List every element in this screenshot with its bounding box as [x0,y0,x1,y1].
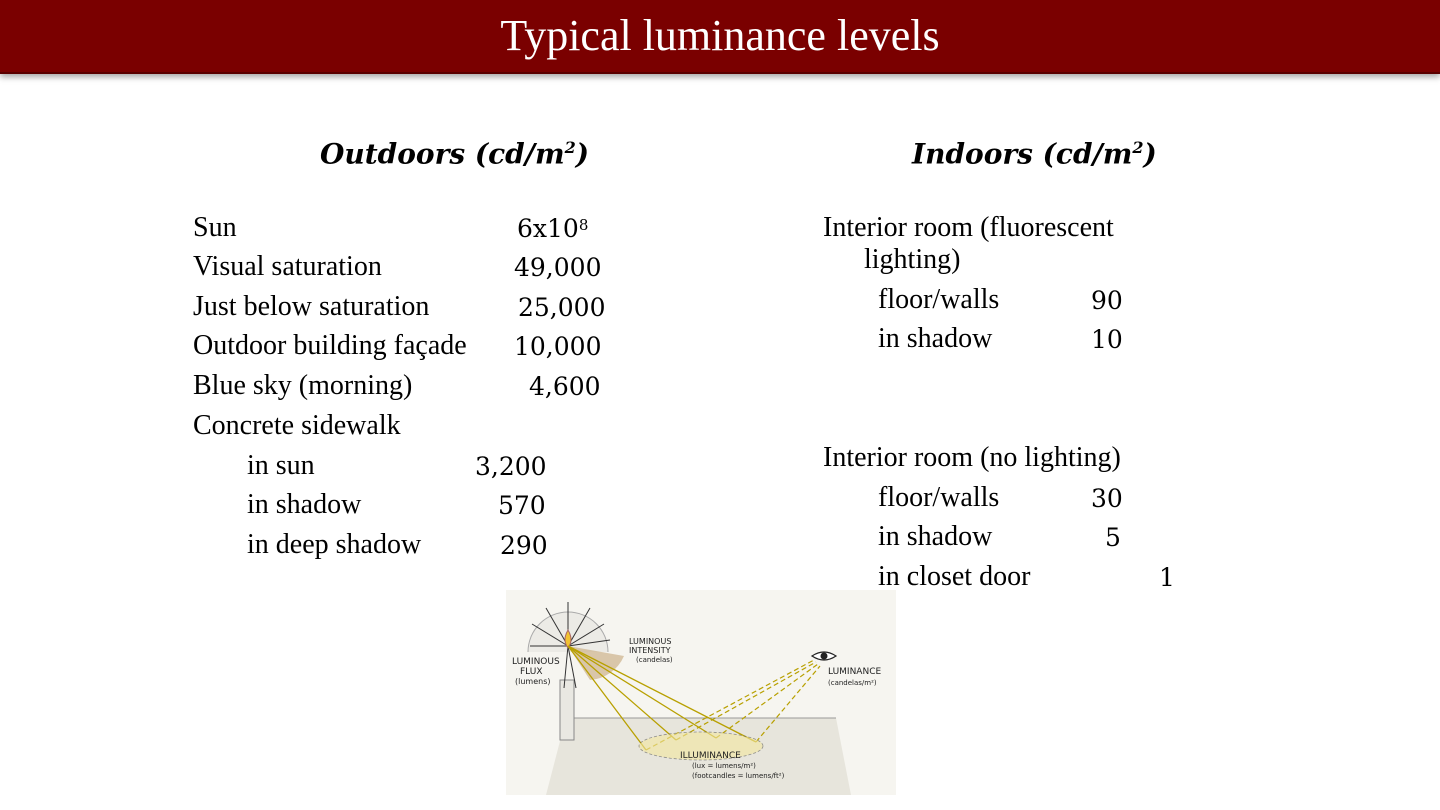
flux-arrows [530,602,611,689]
illuminance-label-2: (lux = lumens/m²) [692,762,756,770]
flux-label-1: LUMINOUS [512,657,560,667]
illuminance-rays [567,645,757,751]
sub-row-value: 3,200 [475,452,547,481]
row-label: in closet door [878,561,1031,592]
row-label: in shadow [878,521,993,552]
indoors-heading: Indoors (cd/m2) [912,137,1157,171]
group-label-cont: lighting) [864,244,961,275]
luminance-label-2: (candelas/m²) [828,679,877,687]
group-label: Concrete sidewalk [193,410,401,441]
illuminated-area [638,731,764,761]
row-label: Just below saturation [193,291,430,322]
sub-row-value: 570 [498,491,546,520]
intensity-label-2: INTENSITY [629,646,671,655]
row-value: 49,000 [514,253,602,282]
row-label: floor/walls [878,482,1000,513]
row-value: 25,000 [518,293,606,322]
sun-label: Sun [193,212,237,243]
outdoors-heading: Outdoors (cd/m2) [320,137,589,171]
row-value: 10,000 [514,332,602,361]
row-value: 4,600 [529,372,601,401]
row-value: 5 [1105,523,1121,552]
slide-title: Typical luminance levels [500,11,940,60]
intensity-label-1: LUMINOUS [629,637,671,646]
luminance-diagram: LUMINOUS FLUX (lumens) LUMINOUS INTENSIT… [506,590,896,795]
sub-row-label: in deep shadow [247,529,422,560]
row-value: 10 [1091,325,1123,354]
row-value: 90 [1091,286,1123,315]
luminance-label-1: LUMINANCE [828,667,881,677]
flux-label-3: (lumens) [515,677,551,686]
row-label: Outdoor building façade [193,330,467,361]
lamp-post [559,679,575,741]
row-value: 30 [1091,484,1123,513]
group-label: Interior room (no lighting) [823,442,1121,473]
sub-row-label: in shadow [247,489,362,520]
row-label: Visual saturation [193,251,382,282]
row-label: floor/walls [878,284,1000,315]
illuminance-label-1: ILLUMINANCE [680,751,741,761]
flame-icon [564,629,572,649]
flux-label-2: FLUX [520,667,543,677]
row-value: 1 [1159,563,1175,592]
title-bar: Typical luminance levels [0,0,1440,74]
sub-row-value: 290 [500,531,548,560]
row-label: Blue sky (morning) [193,370,413,401]
sun-value: 6x108 [517,214,589,243]
row-label: in shadow [878,323,993,354]
sub-row-label: in sun [247,450,315,481]
illuminance-label-3: (footcandles = lumens/ft²) [692,772,785,780]
eye-pupil [820,652,828,660]
group-label: Interior room (fluorescent [823,212,1114,243]
luminance-rays [645,659,821,751]
intensity-label-3: (candelas) [636,656,673,664]
